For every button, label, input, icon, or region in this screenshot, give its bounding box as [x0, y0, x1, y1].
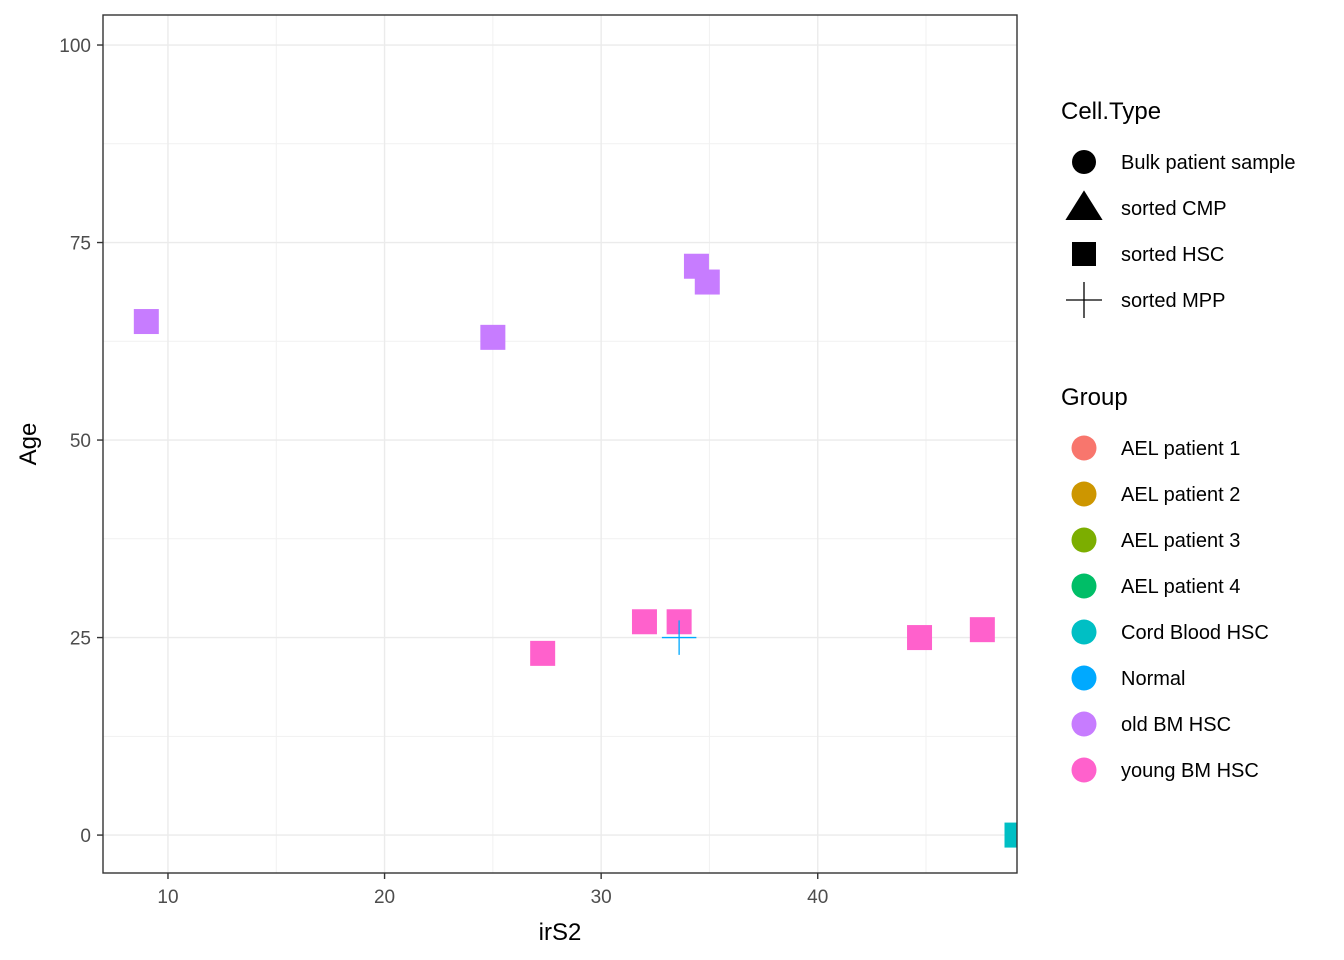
x-tick-label: 30 — [591, 887, 612, 908]
shape-legend-key-circle-icon — [1072, 150, 1096, 174]
shape-legend-key-triangle-icon — [1065, 190, 1103, 220]
y-tick-label: 75 — [70, 234, 91, 255]
color-legend-label: young BM HSC — [1121, 760, 1259, 782]
color-legend-key-circle-icon — [1071, 757, 1097, 783]
grid-major — [103, 15, 1017, 873]
color-legend-label: AEL patient 4 — [1121, 576, 1240, 598]
color-legend-key-circle-icon — [1071, 665, 1097, 691]
color-legend-label: Normal — [1121, 668, 1185, 690]
data-point — [631, 609, 657, 635]
color-legend-key-circle-icon — [1071, 481, 1097, 507]
shape-legend-label: sorted CMP — [1121, 198, 1227, 220]
color-legend-label: Cord Blood HSC — [1121, 622, 1269, 644]
data-point — [694, 269, 720, 295]
x-tick-label: 20 — [374, 887, 395, 908]
shape-legend-title: Cell.Type — [1061, 98, 1161, 125]
color-legend-label: AEL patient 3 — [1121, 530, 1240, 552]
data-point — [907, 625, 933, 651]
color-legend-label: AEL patient 2 — [1121, 484, 1240, 506]
x-axis-ticks: 10 20 30 40 — [157, 873, 828, 908]
color-legend: Group AEL patient 1 AEL patient 2 AEL pati… — [1061, 384, 1269, 783]
shape-legend-label: Bulk patient sample — [1121, 152, 1296, 174]
data-point — [530, 640, 556, 666]
color-legend-key-circle-icon — [1071, 435, 1097, 461]
plot-panel — [103, 15, 1017, 873]
y-tick-label: 25 — [70, 629, 91, 650]
shape-legend-label: sorted MPP — [1121, 290, 1225, 312]
color-legend-key-circle-icon — [1071, 619, 1097, 645]
shape-legend-label: sorted HSC — [1121, 244, 1224, 266]
data-point — [1004, 822, 1017, 848]
color-legend-key-circle-icon — [1071, 573, 1097, 599]
data-point — [969, 617, 995, 643]
x-tick-label: 40 — [807, 887, 828, 908]
color-legend-key-circle-icon — [1071, 527, 1097, 553]
x-axis-title: irS2 — [539, 919, 582, 946]
data-point — [133, 309, 159, 335]
y-axis-title: Age — [15, 423, 42, 466]
data-points — [133, 253, 1017, 848]
color-legend-key-circle-icon — [1071, 711, 1097, 737]
y-tick-label: 0 — [80, 826, 91, 847]
data-point — [661, 620, 697, 655]
shape-legend-key-plus-icon — [1066, 282, 1102, 318]
color-legend-label: AEL patient 1 — [1121, 438, 1240, 460]
color-legend-title: Group — [1061, 384, 1128, 411]
color-legend-label: old BM HSC — [1121, 714, 1231, 736]
y-axis-ticks: 0 25 50 75 100 — [59, 36, 103, 847]
grid-minor — [103, 15, 1017, 873]
x-tick-label: 10 — [157, 887, 178, 908]
plot-border — [102, 14, 1018, 874]
y-tick-label: 50 — [70, 431, 91, 452]
y-tick-label: 100 — [59, 36, 91, 57]
shape-legend: Cell.Type Bulk patient sample sorted CMP s… — [1061, 98, 1296, 318]
data-point — [480, 324, 506, 350]
shape-legend-key-square-icon — [1072, 242, 1096, 266]
